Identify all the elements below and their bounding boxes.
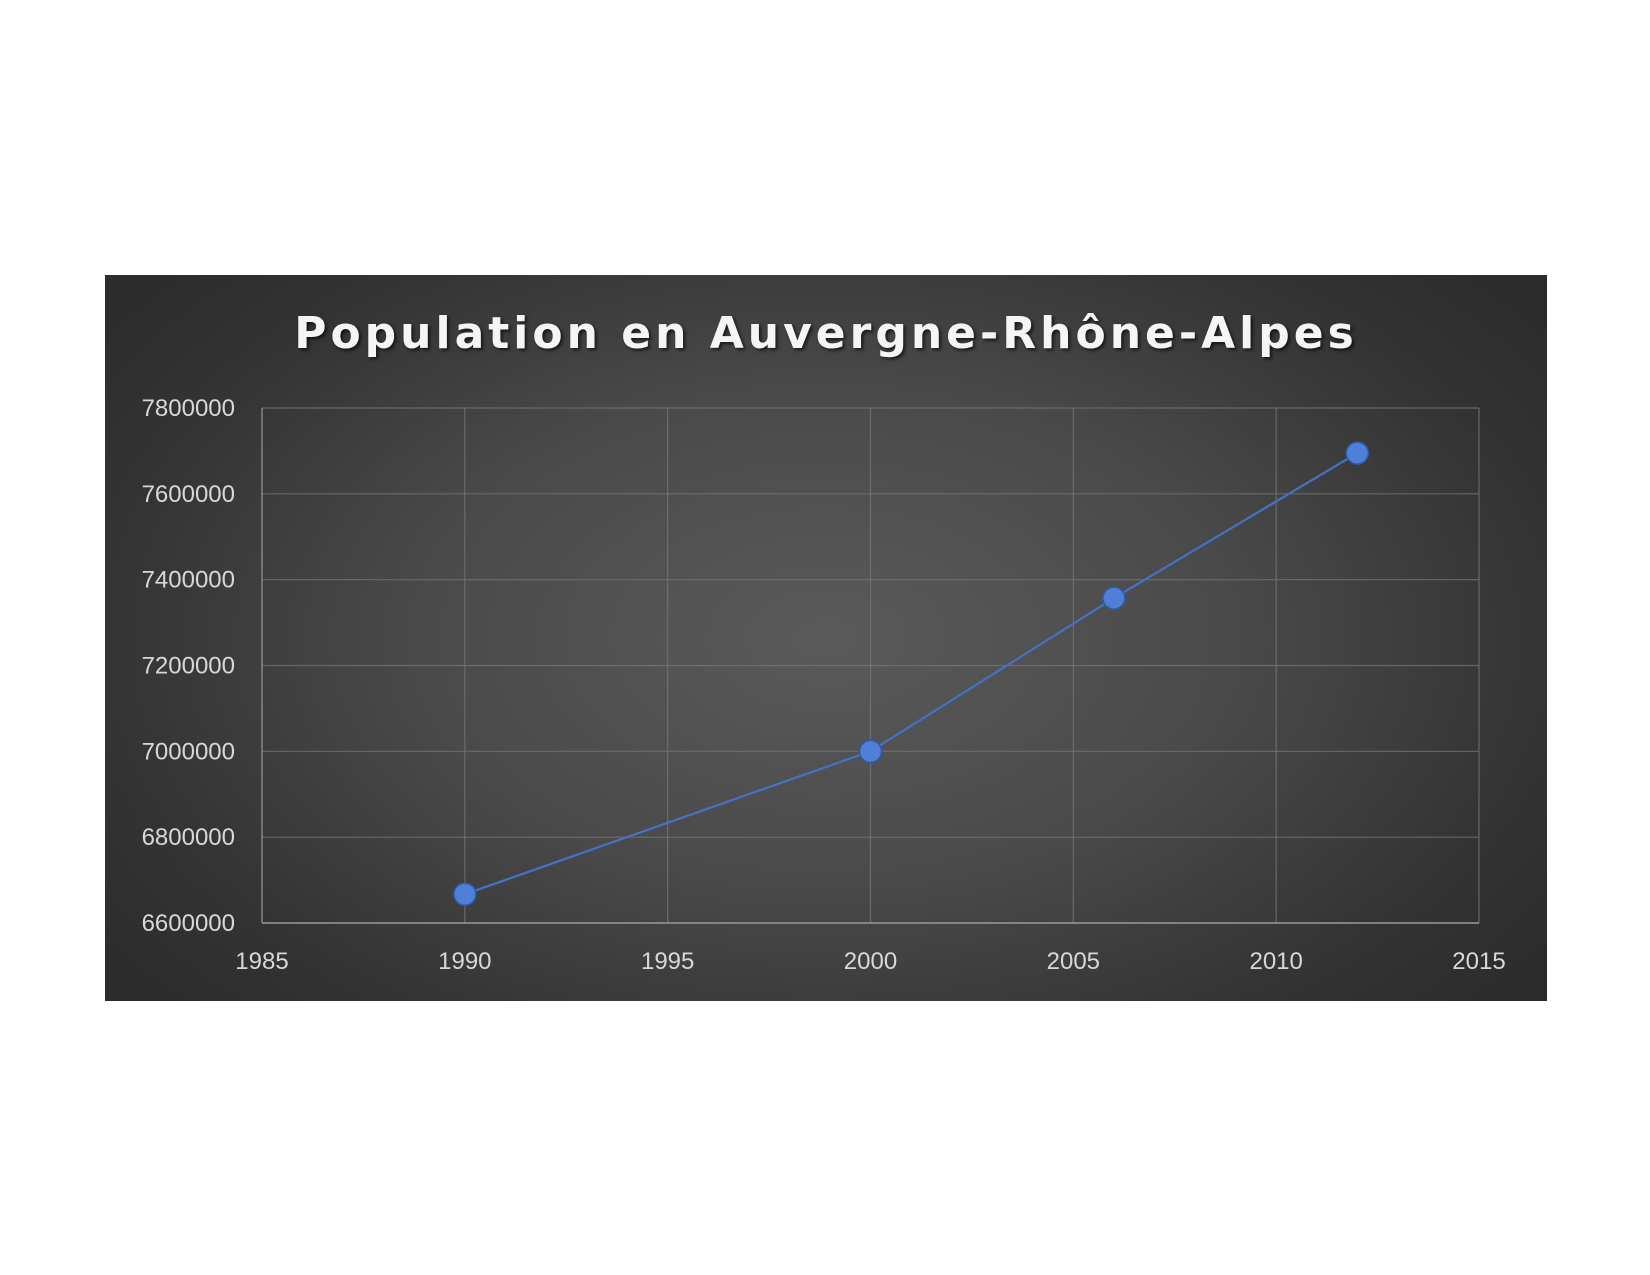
- x-tick-label: 2010: [1249, 948, 1302, 975]
- y-tick-label: 7000000: [142, 738, 235, 765]
- y-tick-label: 6800000: [142, 824, 235, 851]
- y-tick-label: 7600000: [142, 481, 235, 508]
- chart-plot: 6600000 6800000 7000000 7200000 7400000 76000…: [142, 395, 1506, 975]
- data-point: [1345, 441, 1370, 465]
- x-tick-labels: 1985 1990 1995 2000 2005 2010 2015: [235, 948, 1505, 975]
- axes: [261, 408, 1479, 924]
- x-tick-label: 1985: [235, 948, 288, 975]
- x-tick-label: 1995: [641, 948, 694, 975]
- x-tick-label: 1990: [438, 948, 491, 975]
- chart-title: Population en Auvergne-Rhône-Alpes: [294, 308, 1358, 359]
- y-tick-labels: 6600000 6800000 7000000 7200000 7400000 76000…: [142, 395, 235, 937]
- x-tick-label: 2005: [1047, 948, 1100, 975]
- grid-lines: [262, 407, 1480, 923]
- data-point: [453, 882, 477, 906]
- data-point: [1102, 586, 1126, 610]
- x-tick-label: 2000: [844, 948, 897, 975]
- y-tick-label: 7200000: [142, 653, 235, 680]
- y-tick-label: 7400000: [142, 567, 235, 594]
- y-tick-label: 7800000: [142, 395, 235, 422]
- y-tick-label: 6600000: [142, 910, 235, 937]
- series-line: [464, 452, 1358, 896]
- chart-card: Population en Auvergne-Rhône-Alpes 66000…: [105, 275, 1547, 1001]
- x-tick-label: 2015: [1452, 948, 1505, 975]
- series-group: [453, 441, 1370, 906]
- data-point: [858, 739, 883, 764]
